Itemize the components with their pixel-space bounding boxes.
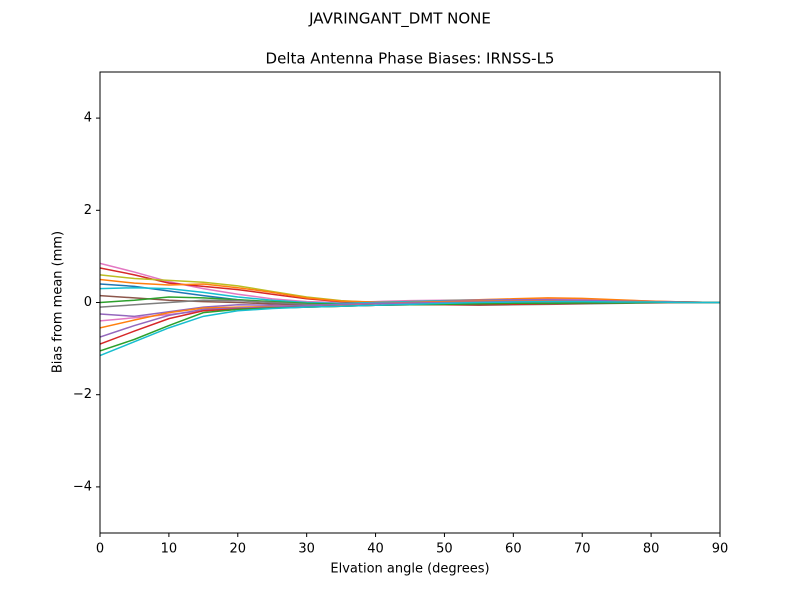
- y-tick-label: 2: [84, 203, 92, 218]
- x-tick-label: 50: [436, 542, 453, 557]
- plot-lines: [100, 262, 720, 357]
- x-tick-label: 20: [230, 542, 247, 557]
- x-tick-label: 30: [298, 542, 315, 557]
- y-axis-label: Bias from mean (mm): [51, 231, 66, 373]
- series-line: [100, 300, 720, 357]
- x-axis-label: Elvation angle (degrees): [330, 562, 489, 577]
- y-tick-label: 0: [84, 295, 92, 310]
- x-tick-label: 10: [161, 542, 178, 557]
- y-tick-label: 4: [84, 111, 92, 126]
- y-tick-label: −2: [73, 387, 92, 402]
- y-tick-label: −4: [73, 479, 92, 494]
- x-tick-label: 0: [96, 542, 104, 557]
- x-tick-label: 80: [643, 542, 660, 557]
- chart-title: Delta Antenna Phase Biases: IRNSS-L5: [266, 50, 555, 68]
- suptitle: JAVRINGANT_DMT NONE: [308, 10, 491, 29]
- x-tick-label: 40: [367, 542, 384, 557]
- series-line: [100, 262, 720, 304]
- x-tick-label: 70: [574, 542, 591, 557]
- x-tick-label: 60: [505, 542, 522, 557]
- x-tick-label: 90: [712, 542, 729, 557]
